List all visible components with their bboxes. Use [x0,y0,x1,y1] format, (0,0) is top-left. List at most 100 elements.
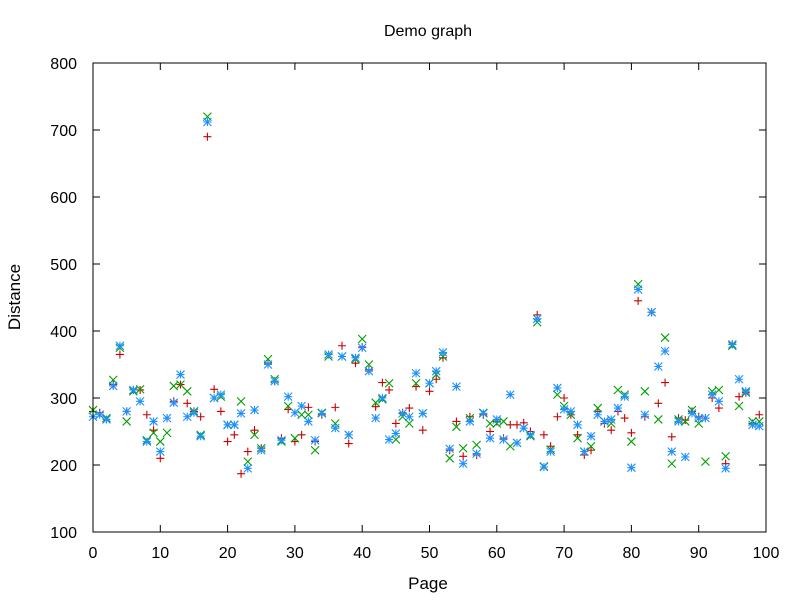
data-point [203,132,212,141]
data-point [647,307,656,317]
data-point [283,392,293,402]
data-point [458,443,468,453]
data-point [337,352,347,361]
x-tick-label: 70 [555,545,573,562]
data-point [142,410,151,419]
data-point [310,445,320,455]
data-points [88,112,764,478]
data-point [452,417,461,426]
data-point [162,413,172,423]
data-point [727,340,737,349]
data-point [721,451,731,461]
data-point [714,385,724,395]
y-tick-label: 300 [50,391,77,408]
data-point [115,350,124,359]
data-point [277,435,286,445]
data-point [135,396,145,406]
data-point [566,407,576,416]
data-point [182,386,192,396]
data-point [714,396,724,406]
data-point [364,360,374,369]
data-point [236,396,246,406]
data-point [290,433,300,443]
chart-title: Demo graph [384,23,472,40]
data-point [142,437,152,446]
data-point [552,390,562,400]
y-tick-label: 700 [50,123,77,140]
data-point [573,420,582,430]
data-point [573,433,582,443]
data-point [438,348,448,357]
data-point [384,435,394,444]
data-point [425,387,434,396]
data-point [411,378,421,388]
data-point [613,385,623,395]
data-point [122,407,132,416]
y-axis-label: Distance [5,264,24,330]
data-point [297,410,307,420]
x-tick-label: 100 [753,545,780,562]
data-point [552,383,562,393]
data-point [714,404,723,413]
data-point [344,430,354,440]
data-point [385,385,394,394]
data-point [378,393,387,403]
data-point [236,409,246,418]
data-point [176,370,185,379]
data-point [680,417,690,426]
data-point [371,413,381,423]
axes: 0 10 20 30 40 50 60 70 80 90 100 100 200 300 400 500 600… [50,56,779,562]
data-point [627,437,636,446]
x-tick-label: 20 [219,545,237,562]
data-point [283,401,293,411]
series-1 [89,132,764,478]
data-point [620,414,629,423]
data-point [586,441,596,451]
x-tick-label: 10 [151,545,169,562]
data-point [243,463,253,473]
data-point [411,368,421,378]
data-point [452,382,461,391]
data-point [661,378,670,387]
data-point [108,381,118,391]
data-point [371,398,381,408]
data-point [478,409,488,418]
data-point [519,423,529,433]
data-point [748,420,757,430]
data-point [553,412,562,421]
data-point [155,437,165,446]
data-point [210,385,219,394]
data-point [640,410,650,420]
data-point [250,430,259,440]
data-point [344,439,353,448]
data-point [526,430,535,440]
data-point [586,431,596,441]
data-point [485,419,495,428]
x-tick-label: 30 [286,545,304,562]
data-point [149,428,158,438]
data-point [492,419,502,428]
data-point [499,435,508,444]
y-tick-label: 600 [50,190,77,207]
data-point [653,362,663,371]
x-axis-label: Page [408,574,448,593]
data-point [398,409,407,418]
data-point [579,447,589,456]
data-point [243,457,253,467]
data-point [237,469,246,478]
data-point [404,412,414,422]
data-point [607,426,616,435]
x-tick-label: 40 [353,545,371,562]
x-tick-label: 50 [421,545,439,562]
data-point [445,453,455,463]
data-point [653,415,663,424]
data-point [357,334,367,344]
data-point [667,459,677,469]
data-point [633,285,643,294]
data-point [404,419,414,428]
data-point [149,417,158,426]
data-point [216,390,226,400]
data-point [754,421,764,431]
x-tick-label: 60 [488,545,506,562]
